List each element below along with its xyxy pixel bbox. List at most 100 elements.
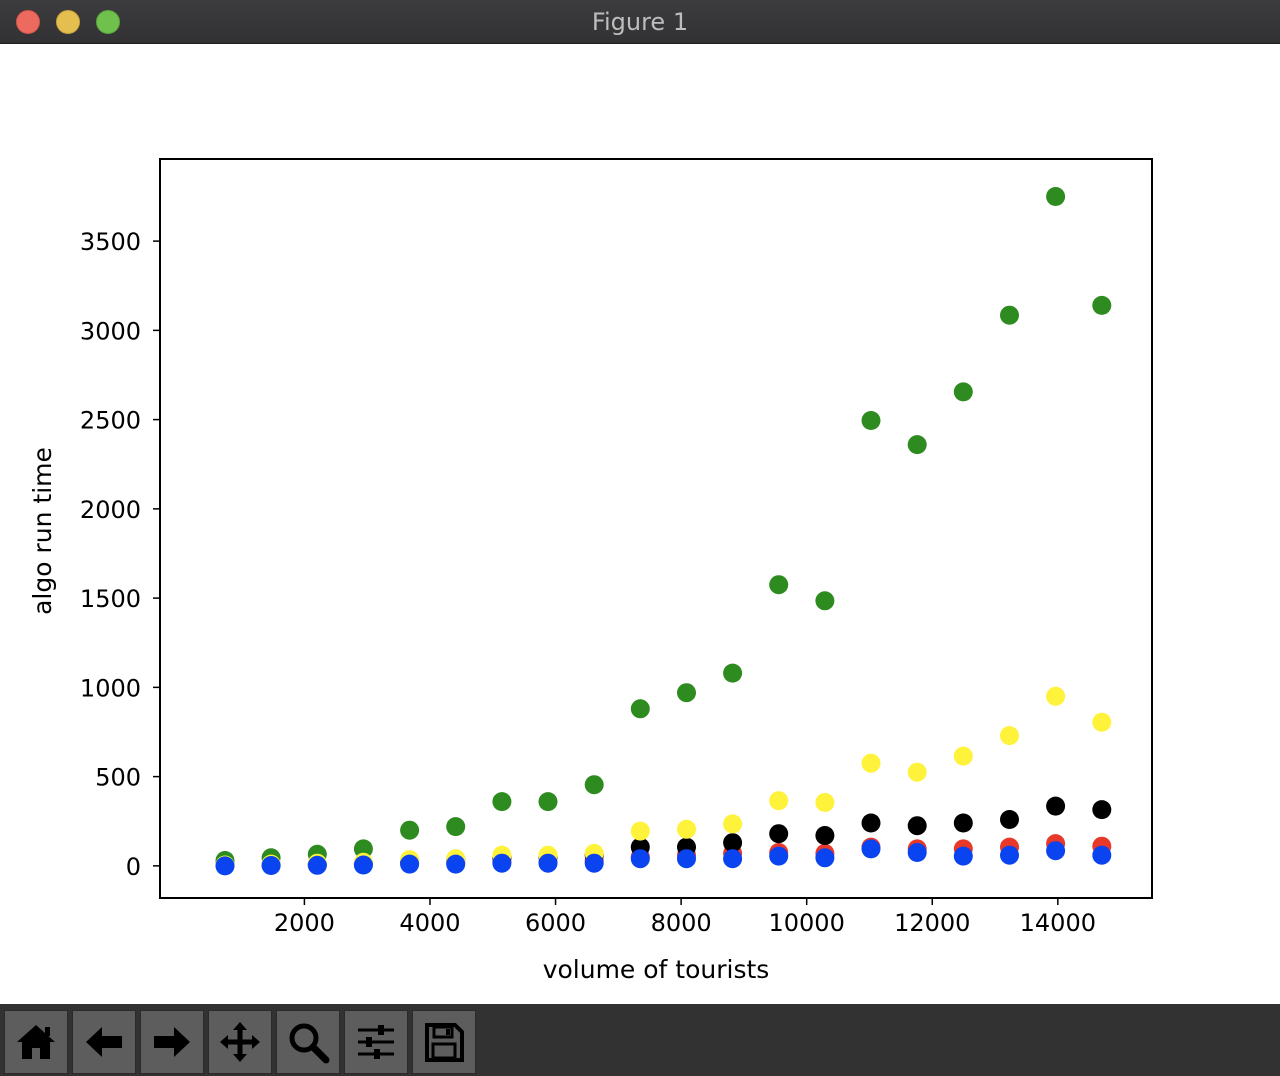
data-point [538,792,558,812]
figure-canvas[interactable]: 2000 4000 6000 8000 10000 12000 14000 0 500 1000… [0,44,1280,1004]
data-point [1046,686,1066,706]
y-tick-label: 3000 [80,317,141,345]
data-point [492,792,512,812]
data-point [492,853,512,873]
y-tick-label: 1000 [80,674,141,702]
data-point [1000,845,1019,865]
data-point [769,575,789,595]
x-tick-label: 6000 [525,909,586,937]
data-point [907,435,927,455]
x-tick-label: 14000 [1020,909,1096,937]
x-axis-label: volume of tourists [543,955,770,984]
data-point [815,591,835,611]
configure-subplots-button[interactable] [344,1010,408,1074]
data-point [861,839,881,859]
data-point [723,663,743,683]
x-tick-label: 8000 [651,909,712,937]
x-tick-label: 12000 [894,909,970,937]
data-point [815,826,835,845]
data-point [769,846,789,866]
data-point [861,813,881,833]
data-point [400,820,420,840]
data-point [215,856,235,876]
data-point [630,821,650,841]
y-axis-label: algo run time [28,447,57,615]
data-point [261,856,281,875]
data-point [861,411,881,430]
x-ticks: 2000 4000 6000 8000 10000 12000 14000 [274,898,1096,937]
data-point [1092,295,1112,315]
y-ticks: 0 500 1000 1500 2000 2500 3000 3500 [80,228,160,881]
data-point [630,849,650,869]
data-point [353,839,373,859]
data-point [1092,845,1112,865]
minimize-window-button[interactable] [56,10,80,34]
save-icon [425,1023,464,1062]
y-tick-label: 2000 [80,496,141,524]
data-point [907,762,927,782]
data-point [677,819,696,839]
data-point [1000,726,1019,746]
data-point [907,816,927,836]
y-tick-label: 3500 [80,228,141,256]
maximize-window-button[interactable] [96,10,120,34]
data-point [353,855,373,875]
data-point [1046,841,1066,861]
data-point [953,846,973,866]
data-point [1092,800,1112,820]
data-point [1046,796,1066,816]
title-bar: Figure 1 [0,0,1280,44]
data-point [953,746,973,766]
data-point [400,854,420,874]
back-button[interactable] [72,1010,136,1074]
data-point [446,817,466,837]
plot-frame [159,158,1153,899]
zoom-icon [289,1023,330,1064]
home-icon [17,1025,55,1059]
data-point [861,753,881,773]
data-point [1000,305,1019,325]
y-tick-label: 0 [126,853,141,881]
data-point [1046,187,1066,206]
data-point [723,849,743,869]
sliders-icon [358,1025,394,1059]
window-title: Figure 1 [591,8,689,36]
data-point [677,683,696,703]
pan-icon [220,1022,260,1062]
pan-button[interactable] [208,1010,272,1074]
data-point [584,775,604,795]
close-window-button[interactable] [16,10,40,34]
data-point [723,814,743,834]
data-point [1000,810,1019,829]
data-point [815,793,835,812]
data-point [723,833,743,853]
x-tick-label: 4000 [399,909,460,937]
data-point [907,843,927,862]
zoom-button[interactable] [276,1010,340,1074]
data-point [677,849,696,869]
x-tick-label: 2000 [274,909,335,937]
data-point [446,854,466,874]
data-point [538,853,558,873]
data-point [769,791,789,811]
data-point [953,382,973,402]
forward-arrow-icon [154,1027,190,1057]
data-point [307,855,327,875]
scatter-chart: 2000 4000 6000 8000 10000 12000 14000 0 500 1000… [28,158,1153,984]
save-button[interactable] [412,1010,476,1074]
data-point [769,824,789,844]
data-point [1092,712,1112,732]
back-arrow-icon [86,1027,122,1057]
data-point [953,813,973,833]
x-tick-label: 10000 [769,909,845,937]
y-tick-label: 2500 [80,407,141,435]
data-point [630,699,650,719]
y-tick-label: 500 [95,764,141,792]
navigation-toolbar [0,1004,1280,1076]
data-point [815,848,835,868]
data-point [584,853,604,873]
y-tick-label: 1500 [80,585,141,613]
points-layer [215,187,1112,876]
forward-button[interactable] [140,1010,204,1074]
home-button[interactable] [4,1010,68,1074]
